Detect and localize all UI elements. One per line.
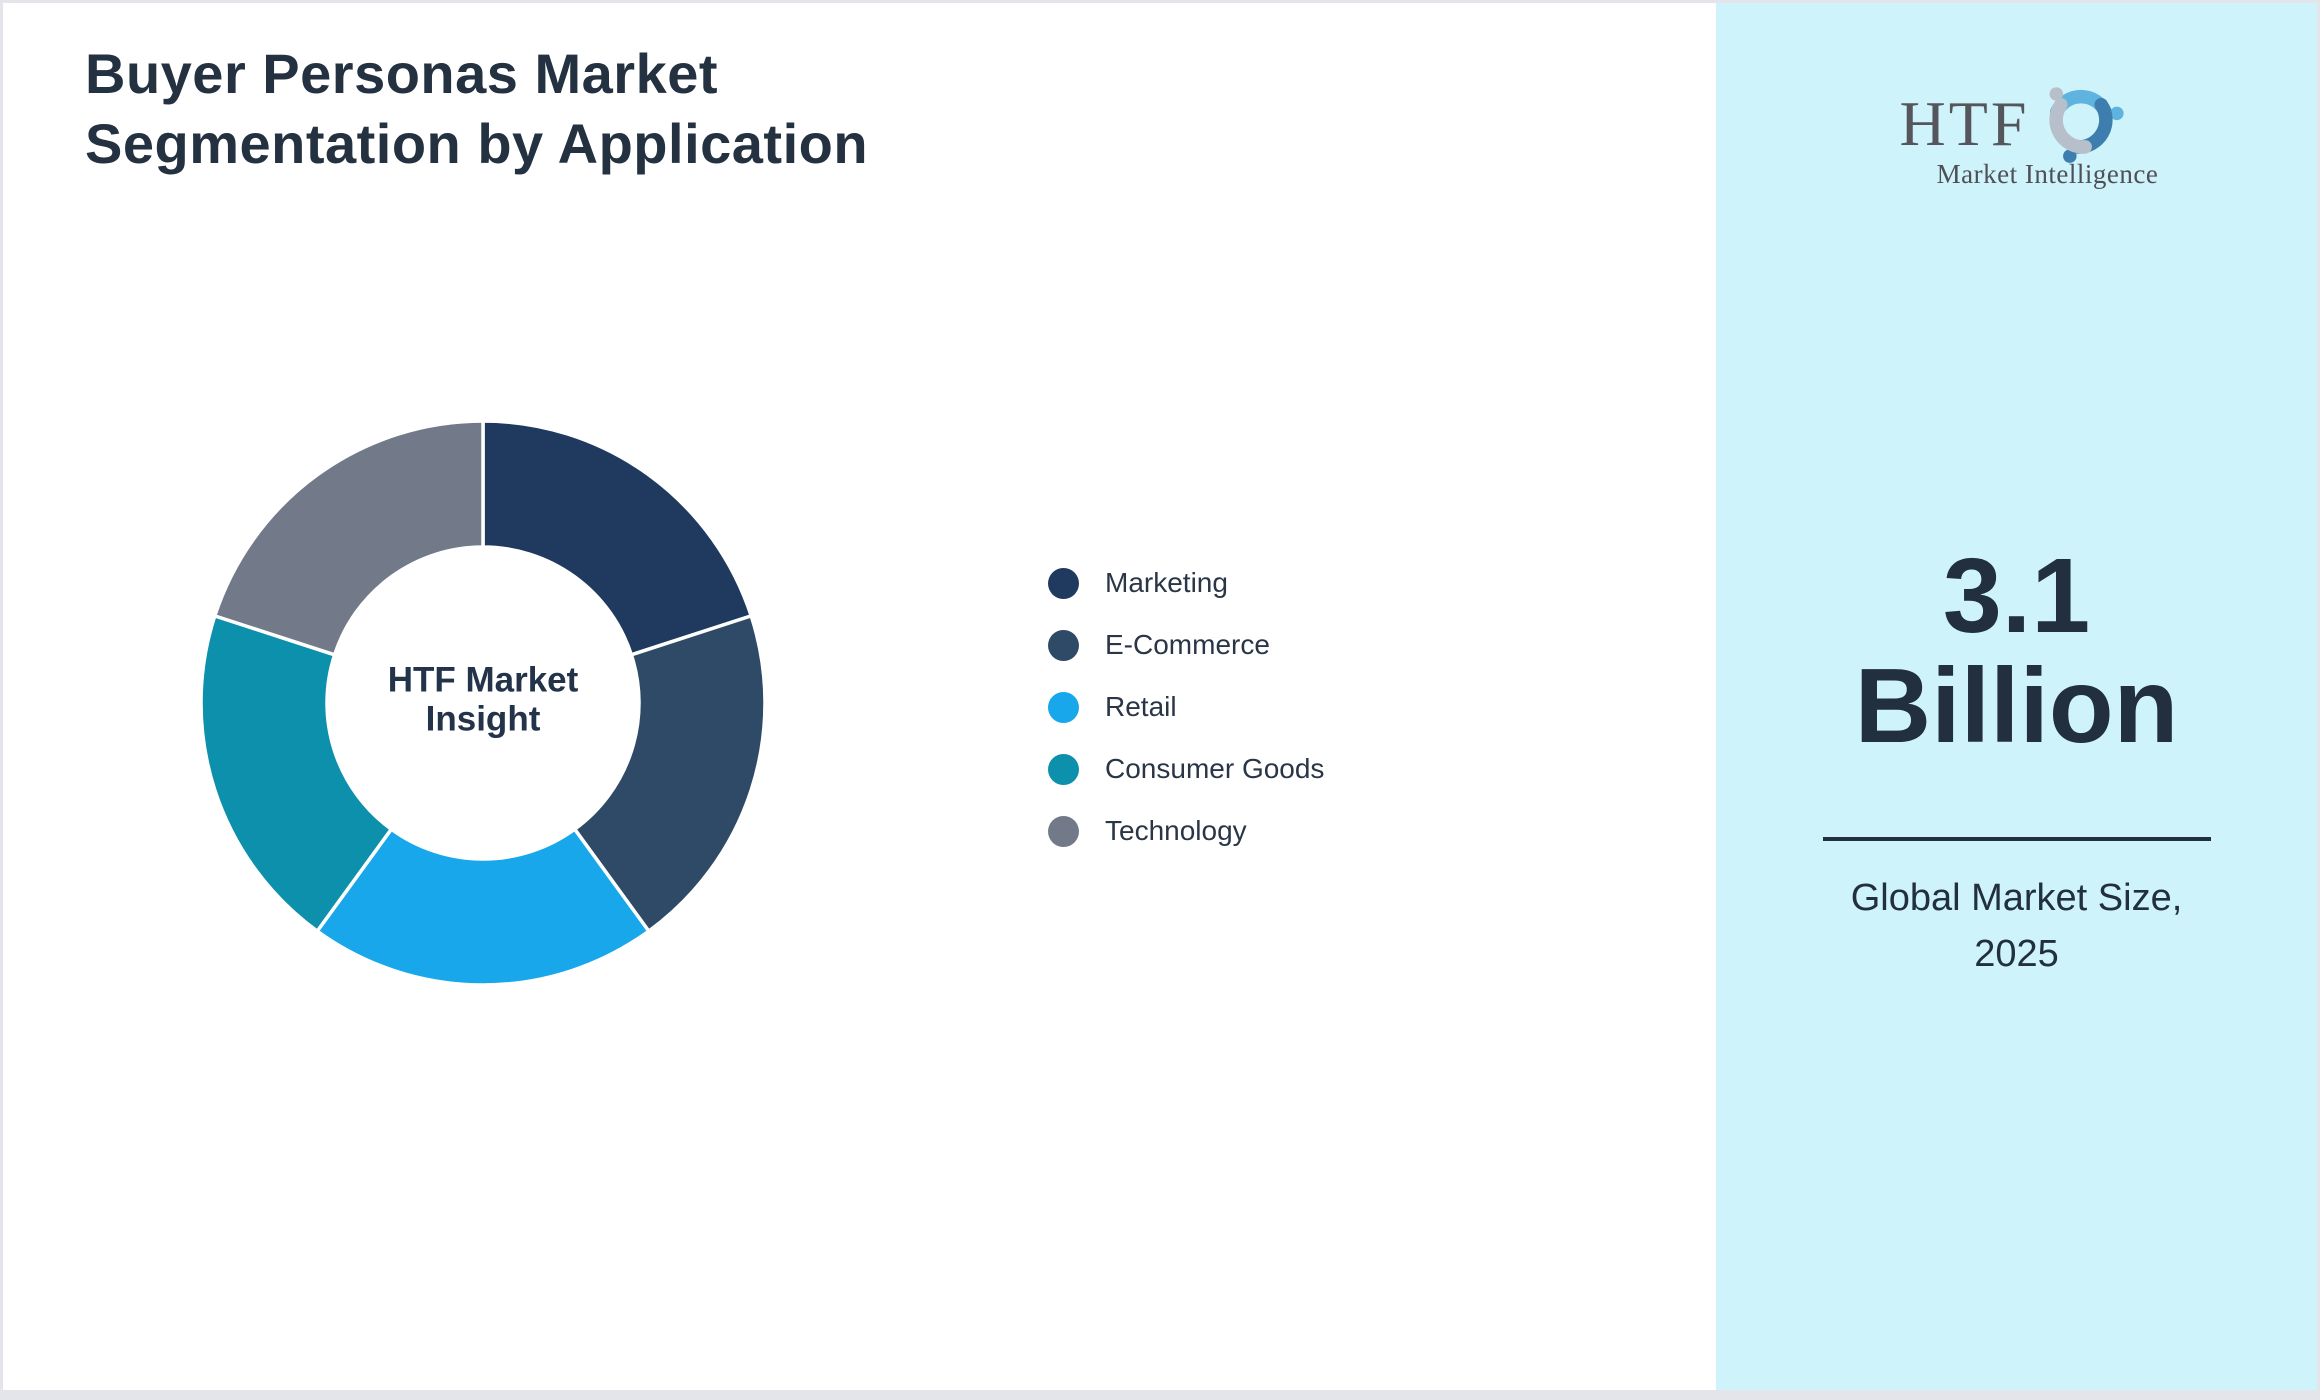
donut-segment-consumer-goods bbox=[199, 614, 394, 933]
htf-logo: HTF bbox=[1716, 65, 2317, 190]
legend-color-dot bbox=[1048, 815, 1079, 847]
donut-center-label: HTF Market Insight bbox=[387, 660, 579, 739]
htf-logo-tagline: Market Intelligence bbox=[1936, 159, 2159, 189]
market-size-panel: HTF bbox=[1716, 3, 2317, 1390]
page-title: Buyer Personas Market Segmentation by Ap… bbox=[85, 42, 869, 175]
market-size-value: 3.1 Billion bbox=[1854, 537, 2179, 766]
legend-label: Marketing bbox=[1105, 567, 1228, 598]
legend-color-dot bbox=[1048, 753, 1079, 785]
legend-item-marketing: Marketing bbox=[1048, 552, 1324, 614]
chart-legend: Marketing E-Commerce Retail Consumer Goo… bbox=[1048, 552, 1324, 862]
legend-color-dot bbox=[1048, 629, 1079, 661]
donut-segment-marketing bbox=[481, 419, 753, 657]
htf-logo-text: HTF bbox=[1899, 88, 2030, 159]
legend-item-technology: Technology bbox=[1048, 800, 1324, 862]
three-figures-swirl-icon bbox=[2049, 87, 2125, 163]
donut-segment-e-commerce bbox=[572, 614, 767, 933]
market-size-block: 3.1 Billion Global Market Size, 2025 bbox=[1716, 541, 2317, 982]
legend-label: E-Commerce bbox=[1105, 629, 1270, 660]
donut-chart: HTF Market Insight bbox=[178, 398, 788, 1008]
legend-color-dot bbox=[1048, 691, 1079, 723]
donut-segment-technology bbox=[213, 419, 485, 657]
legend-item-retail: Retail bbox=[1048, 676, 1324, 738]
legend-label: Technology bbox=[1105, 815, 1247, 846]
donut-segment-retail bbox=[315, 827, 651, 987]
legend-color-dot bbox=[1048, 567, 1079, 599]
market-size-caption: Global Market Size, 2025 bbox=[1850, 877, 2183, 975]
divider-line bbox=[1822, 837, 2211, 842]
legend-label: Retail bbox=[1105, 691, 1177, 722]
legend-item-consumer-goods: Consumer Goods bbox=[1048, 738, 1324, 800]
legend-label: Consumer Goods bbox=[1105, 753, 1325, 784]
legend-item-e-commerce: E-Commerce bbox=[1048, 614, 1324, 676]
donut-chart-svg bbox=[199, 419, 767, 987]
